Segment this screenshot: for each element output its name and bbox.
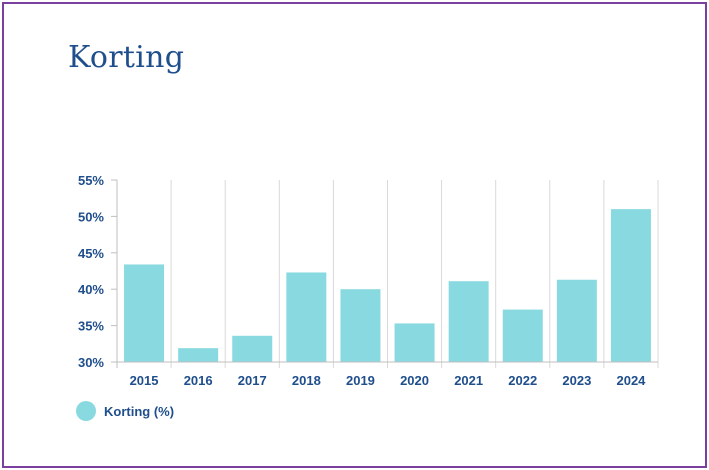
bar-2017 [232, 335, 273, 362]
bar-2016 [178, 348, 219, 362]
bar-2018 [286, 272, 327, 362]
x-tick-label: 2017 [238, 373, 267, 388]
y-tick-label: 55% [78, 173, 104, 188]
x-tick-label: 2020 [400, 373, 429, 388]
x-tick-label: 2019 [346, 373, 375, 388]
x-axis-tick-labels: 2015 2016 2017 2018 2019 2020 2021 2022 2023 2024 [130, 373, 647, 388]
y-tick-label: 45% [78, 246, 104, 261]
page-title: Korting [68, 40, 185, 75]
grid-lines [170, 180, 659, 368]
bar-2024 [610, 209, 651, 362]
x-tick-label: 2023 [562, 373, 591, 388]
x-tick-label: 2022 [508, 373, 537, 388]
x-tick-label: 2024 [616, 373, 646, 388]
bar-2023 [556, 279, 597, 362]
y-axis-tick-labels: 30% 35% 40% 45% 50% 55% [78, 173, 117, 370]
bar-2015 [124, 264, 165, 362]
bar-2022 [502, 309, 543, 362]
x-tick-label: 2018 [292, 373, 321, 388]
bars [124, 209, 651, 362]
axes [111, 180, 658, 368]
bar-2021 [448, 281, 489, 362]
y-tick-label: 40% [78, 282, 104, 297]
y-tick-label: 35% [78, 319, 104, 334]
x-tick-label: 2015 [130, 373, 159, 388]
legend: Korting (%) [76, 401, 174, 421]
y-tick-label: 50% [78, 209, 104, 224]
x-tick-label: 2016 [184, 373, 213, 388]
y-tick-label: 30% [78, 355, 104, 370]
legend-label: Korting (%) [104, 403, 175, 419]
bar-2019 [340, 289, 381, 362]
x-tick-label: 2021 [454, 373, 483, 388]
bar-2020 [394, 323, 435, 362]
legend-swatch [76, 401, 96, 421]
